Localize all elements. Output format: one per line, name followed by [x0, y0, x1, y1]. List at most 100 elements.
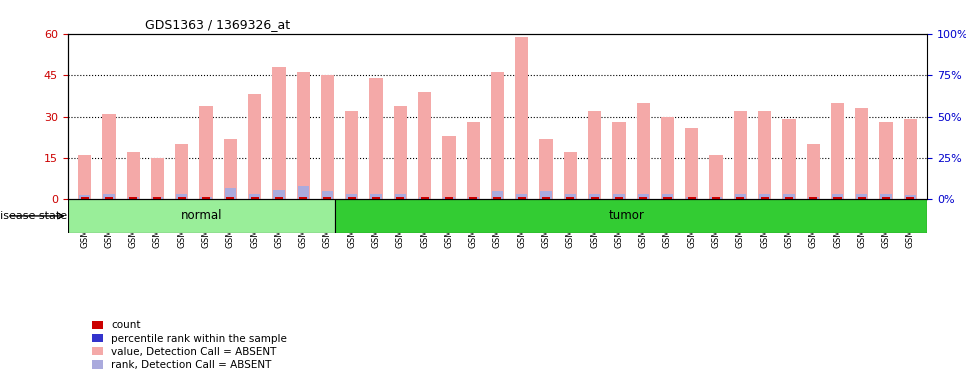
Bar — [494, 198, 501, 200]
Bar — [566, 198, 575, 200]
Bar — [151, 158, 164, 200]
Bar — [783, 194, 795, 200]
Bar — [612, 122, 626, 200]
Bar — [589, 194, 600, 200]
Bar — [588, 111, 601, 200]
Bar — [394, 105, 407, 200]
Bar — [905, 195, 916, 200]
Bar — [492, 191, 503, 200]
Text: normal: normal — [181, 209, 222, 222]
Bar — [272, 67, 286, 200]
Bar — [882, 198, 890, 200]
Bar — [445, 198, 453, 200]
Bar — [662, 194, 673, 200]
Bar — [834, 198, 841, 200]
Bar — [226, 198, 235, 200]
Bar — [372, 198, 380, 200]
Bar — [348, 198, 355, 200]
Text: GDS1363 / 1369326_at: GDS1363 / 1369326_at — [145, 18, 290, 31]
Bar — [879, 122, 893, 200]
Bar — [418, 92, 431, 200]
Legend: count, percentile rank within the sample, value, Detection Call = ABSENT, rank, : count, percentile rank within the sample… — [92, 320, 287, 370]
Bar — [396, 198, 405, 200]
Bar — [395, 194, 406, 200]
Bar — [176, 194, 187, 200]
Bar — [664, 198, 671, 200]
Bar — [128, 196, 139, 200]
Bar — [613, 194, 625, 200]
Bar — [420, 198, 429, 200]
Bar — [661, 117, 674, 200]
Bar — [345, 111, 358, 200]
Bar — [760, 198, 769, 200]
Bar — [469, 198, 477, 200]
Bar — [782, 119, 796, 200]
Bar — [491, 72, 504, 200]
Bar — [810, 198, 817, 200]
Bar — [224, 139, 237, 200]
Bar — [858, 198, 866, 200]
Bar — [299, 198, 307, 200]
Bar — [298, 186, 309, 200]
Bar — [540, 191, 552, 200]
Bar — [102, 114, 116, 200]
Bar — [443, 196, 455, 200]
Bar — [199, 105, 213, 200]
Bar — [369, 78, 383, 200]
Bar — [685, 128, 698, 200]
Bar — [785, 198, 793, 200]
Text: disease state: disease state — [0, 211, 67, 221]
Bar — [615, 198, 623, 200]
Bar — [710, 196, 722, 200]
Bar — [542, 198, 550, 200]
Bar — [202, 198, 210, 200]
Bar — [808, 196, 819, 200]
Bar — [442, 136, 456, 200]
Bar — [906, 198, 915, 200]
Bar — [105, 198, 113, 200]
Bar — [154, 198, 161, 200]
Bar — [564, 153, 577, 200]
Bar — [249, 194, 260, 200]
Bar — [178, 198, 185, 200]
Bar — [686, 196, 697, 200]
Bar — [565, 194, 576, 200]
Bar — [831, 103, 844, 200]
Bar — [248, 94, 262, 200]
Bar — [637, 103, 650, 200]
Bar — [78, 155, 92, 200]
Text: tumor: tumor — [609, 209, 644, 222]
Bar — [712, 198, 720, 200]
Bar — [324, 198, 331, 200]
Bar — [736, 198, 745, 200]
Bar — [539, 139, 553, 200]
Bar — [346, 194, 357, 200]
Bar — [688, 198, 696, 200]
Bar — [638, 194, 649, 200]
Bar — [225, 188, 236, 200]
Bar — [735, 194, 746, 200]
Bar — [322, 191, 333, 200]
Bar — [200, 196, 212, 200]
Bar — [321, 75, 334, 200]
Bar — [468, 196, 479, 200]
Bar — [103, 194, 115, 200]
Bar — [516, 194, 527, 200]
Bar — [273, 190, 285, 200]
Bar — [515, 36, 528, 200]
Bar — [335, 200, 927, 232]
Bar — [856, 194, 867, 200]
Bar — [759, 194, 770, 200]
Bar — [880, 194, 892, 200]
Bar — [709, 155, 723, 200]
Bar — [758, 111, 771, 200]
Bar — [79, 195, 90, 200]
Bar — [127, 153, 140, 200]
Bar — [370, 194, 382, 200]
Bar — [250, 198, 259, 200]
Bar — [129, 198, 137, 200]
Bar — [467, 122, 480, 200]
Bar — [297, 72, 310, 200]
Bar — [80, 198, 89, 200]
Bar — [275, 198, 283, 200]
